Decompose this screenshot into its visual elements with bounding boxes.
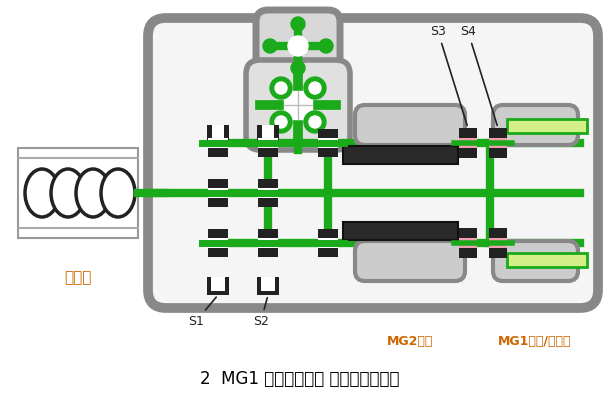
FancyBboxPatch shape <box>493 241 578 281</box>
Bar <box>489 248 507 258</box>
FancyBboxPatch shape <box>318 229 338 238</box>
Ellipse shape <box>76 169 110 217</box>
FancyBboxPatch shape <box>318 129 338 138</box>
Circle shape <box>291 17 305 31</box>
FancyBboxPatch shape <box>208 229 228 238</box>
FancyBboxPatch shape <box>258 198 278 207</box>
Circle shape <box>304 77 326 99</box>
FancyBboxPatch shape <box>258 179 278 188</box>
Text: 2  MG1 电机／发电机 发动机混合驱动: 2 MG1 电机／发电机 发动机混合驱动 <box>200 370 400 388</box>
Bar <box>459 228 477 238</box>
FancyBboxPatch shape <box>355 105 465 145</box>
Text: S3: S3 <box>430 25 467 125</box>
Text: MG1电机/发电机: MG1电机/发电机 <box>498 335 572 348</box>
Bar <box>257 125 279 143</box>
FancyBboxPatch shape <box>493 105 578 145</box>
Bar <box>258 138 278 148</box>
Bar <box>257 277 279 295</box>
FancyBboxPatch shape <box>148 18 598 308</box>
Text: S1: S1 <box>188 297 216 328</box>
Bar <box>284 91 312 119</box>
FancyBboxPatch shape <box>208 198 228 207</box>
Ellipse shape <box>101 169 135 217</box>
FancyBboxPatch shape <box>355 241 465 281</box>
Circle shape <box>275 82 287 94</box>
FancyBboxPatch shape <box>258 129 278 138</box>
Circle shape <box>288 36 308 56</box>
Bar <box>318 238 338 248</box>
FancyBboxPatch shape <box>256 10 340 80</box>
Circle shape <box>275 116 287 128</box>
Text: MG2电机: MG2电机 <box>387 335 433 348</box>
FancyBboxPatch shape <box>246 60 350 150</box>
FancyBboxPatch shape <box>208 248 228 257</box>
Bar <box>290 18 306 73</box>
Bar <box>208 138 228 148</box>
Bar <box>208 238 228 248</box>
Bar <box>261 277 275 291</box>
FancyBboxPatch shape <box>208 179 228 188</box>
FancyBboxPatch shape <box>258 248 278 257</box>
Bar <box>489 148 507 158</box>
Circle shape <box>309 82 321 94</box>
FancyBboxPatch shape <box>258 148 278 157</box>
Bar <box>507 119 587 133</box>
FancyBboxPatch shape <box>208 148 228 157</box>
Circle shape <box>263 39 277 53</box>
Bar <box>18 148 138 238</box>
Ellipse shape <box>25 169 59 217</box>
Bar <box>212 125 224 139</box>
FancyBboxPatch shape <box>318 248 338 257</box>
Circle shape <box>309 116 321 128</box>
Bar <box>459 138 477 148</box>
Bar <box>262 125 274 139</box>
Bar <box>211 277 225 291</box>
Bar <box>258 188 278 198</box>
Bar <box>343 146 458 164</box>
FancyBboxPatch shape <box>208 129 228 138</box>
Bar <box>258 238 278 248</box>
Text: S2: S2 <box>253 298 269 328</box>
Bar <box>343 222 458 240</box>
Bar <box>489 138 507 148</box>
Bar <box>207 125 229 143</box>
Bar <box>489 238 507 248</box>
Text: S4: S4 <box>460 25 497 125</box>
Circle shape <box>319 39 333 53</box>
Bar <box>507 253 587 267</box>
Circle shape <box>270 77 292 99</box>
Bar <box>318 138 338 148</box>
Bar <box>207 277 229 295</box>
FancyBboxPatch shape <box>258 229 278 238</box>
Ellipse shape <box>51 169 85 217</box>
Bar <box>459 238 477 248</box>
FancyBboxPatch shape <box>318 148 338 157</box>
Bar <box>489 228 507 238</box>
Text: 发动机: 发动机 <box>65 270 92 285</box>
Bar <box>459 128 477 138</box>
Circle shape <box>270 111 292 133</box>
Bar <box>459 248 477 258</box>
Circle shape <box>304 111 326 133</box>
Bar <box>459 148 477 158</box>
Circle shape <box>291 61 305 75</box>
Bar <box>489 128 507 138</box>
Bar <box>208 188 228 198</box>
